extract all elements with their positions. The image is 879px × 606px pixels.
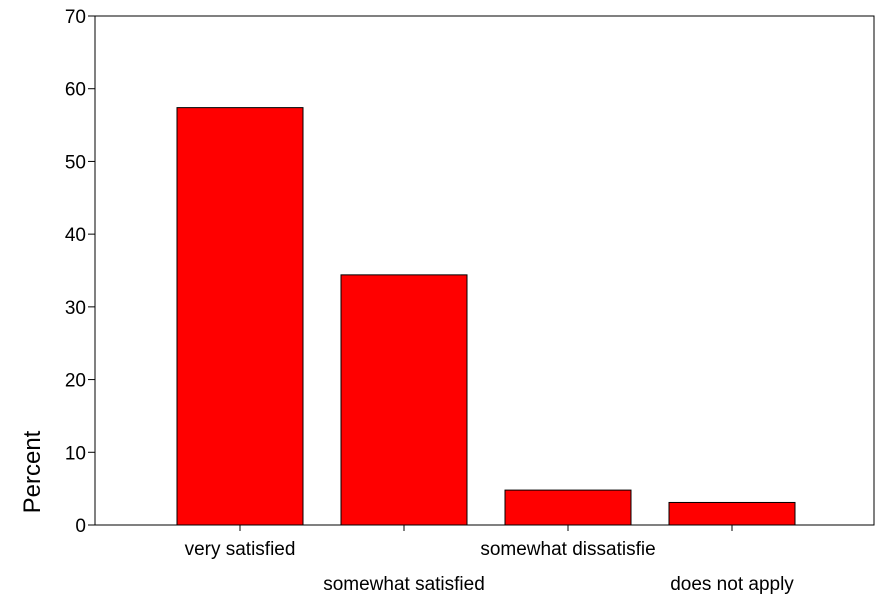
y-tick-label: 0	[75, 516, 86, 537]
bar	[504, 489, 632, 526]
y-tick-label: 50	[65, 152, 86, 173]
plot-frame	[94, 15, 875, 526]
bar	[176, 107, 304, 526]
y-tick-label: 40	[65, 225, 86, 246]
bar	[340, 274, 468, 526]
x-tick-label: somewhat dissatisfie	[480, 539, 655, 560]
y-axis: 0 10 20 30 40 50 60 70	[65, 7, 95, 537]
bar	[668, 501, 796, 526]
x-tick-label: does not apply	[670, 574, 794, 595]
x-tick-label: somewhat satisfied	[323, 574, 485, 595]
y-tick-label: 60	[65, 80, 86, 101]
x-axis: very satisfied somewhat satisfied somewhat…	[185, 525, 794, 595]
y-axis-label: Percent	[19, 430, 46, 513]
y-tick-label: 20	[65, 371, 86, 392]
x-tick-label: very satisfied	[185, 539, 296, 560]
bars-group	[176, 107, 796, 526]
y-tick-label: 30	[65, 298, 86, 319]
y-tick-label: 10	[65, 443, 86, 464]
y-tick-label: 70	[65, 7, 86, 28]
